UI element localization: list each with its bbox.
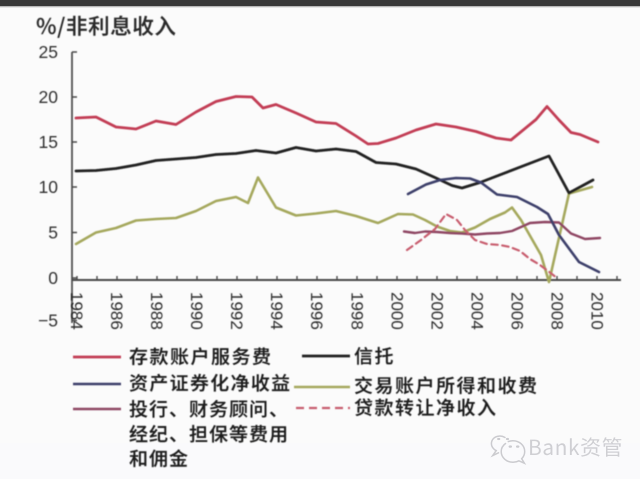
svg-text:1990: 1990 — [187, 292, 206, 330]
svg-text:1992: 1992 — [227, 292, 246, 330]
svg-text:25: 25 — [39, 42, 58, 62]
svg-text:1996: 1996 — [307, 292, 326, 330]
svg-text:1986: 1986 — [107, 292, 126, 330]
svg-text:2000: 2000 — [387, 292, 406, 330]
svg-text:2006: 2006 — [508, 292, 527, 330]
svg-text:2002: 2002 — [427, 292, 446, 330]
svg-text:1988: 1988 — [147, 292, 166, 330]
svg-text:1994: 1994 — [267, 292, 286, 330]
svg-text:1984: 1984 — [67, 292, 86, 330]
svg-text:−5: −5 — [38, 311, 58, 331]
svg-text:0: 0 — [48, 268, 58, 288]
svg-text:10: 10 — [39, 177, 59, 197]
svg-text:15: 15 — [39, 132, 58, 152]
svg-text:1998: 1998 — [347, 292, 366, 330]
svg-text:2004: 2004 — [468, 292, 487, 330]
svg-text:2010: 2010 — [588, 292, 607, 330]
svg-text:5: 5 — [48, 223, 58, 243]
svg-text:2008: 2008 — [548, 292, 567, 330]
svg-text:20: 20 — [39, 87, 59, 107]
